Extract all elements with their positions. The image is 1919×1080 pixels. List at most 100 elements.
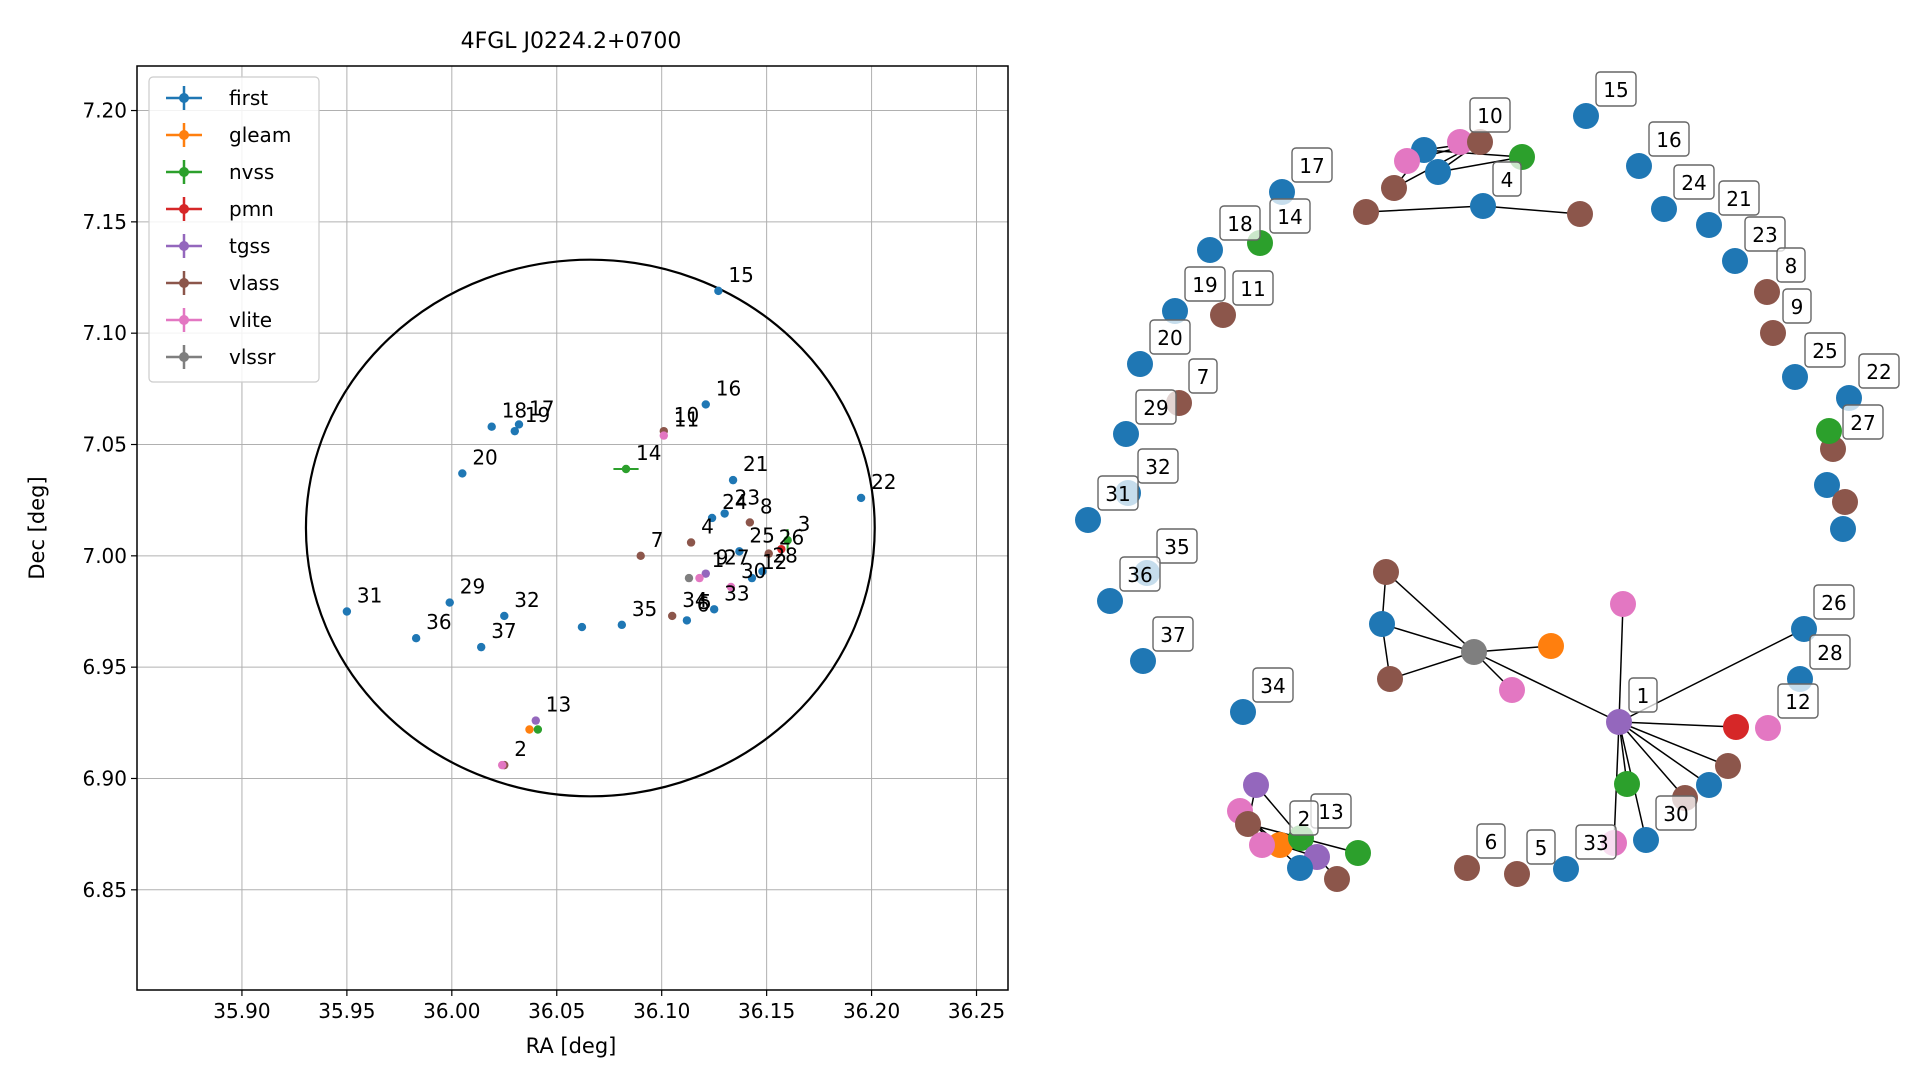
network-label-box: [1718, 180, 1760, 216]
network-node-vlass: [1760, 320, 1786, 346]
network-label-box: [1813, 584, 1855, 620]
point-label: 36: [426, 610, 451, 634]
network-node-gleam: [1538, 633, 1564, 659]
point-label: 18: [502, 399, 527, 423]
network-edge: [1618, 721, 1737, 728]
network-label-box: [1152, 616, 1194, 652]
network-label-box: [1595, 71, 1637, 107]
plot-frame: [136, 65, 1009, 991]
network-label-box: [1252, 667, 1294, 703]
network-label: 11: [1240, 277, 1265, 301]
y-tick-label: 7.00: [82, 544, 127, 568]
axis-ticks: 35.90 35.95 36.00 36.05 36.10 36.15 36.20 36.25…: [82, 99, 1005, 1023]
data-point-vlite: [497, 760, 507, 770]
network-label-box: [1782, 288, 1812, 324]
network-node-first: [1127, 351, 1153, 377]
data-point-first: [758, 567, 767, 576]
point-label: 32: [514, 588, 539, 612]
network-node-first: [1651, 196, 1677, 222]
data-point-first: [747, 573, 757, 583]
network-label: 12: [1785, 690, 1810, 714]
network-label-box: [1777, 683, 1819, 719]
data-point-first: [709, 605, 719, 614]
network-label: 7: [1197, 365, 1210, 389]
network-label-box: [1188, 358, 1218, 394]
network-label-box: [1809, 634, 1851, 670]
network-node-vlass: [1754, 279, 1780, 305]
network-label-box: [1655, 795, 1697, 831]
network-node-vlass: [1567, 201, 1593, 227]
network-node-vlite: [1249, 832, 1275, 858]
network-node-vlass: [1454, 855, 1480, 881]
network-label: 23: [1752, 223, 1777, 247]
legend-box: [148, 76, 320, 383]
y-tick-label: 6.85: [82, 878, 127, 902]
confidence-ellipse: [304, 258, 876, 798]
point-label: 4: [701, 514, 714, 538]
point-label: 12: [762, 550, 787, 574]
network-edge: [1423, 149, 1523, 158]
y-tick-label: 6.90: [82, 766, 127, 790]
network-node-first: [1573, 103, 1599, 129]
point-label: 15: [728, 263, 753, 287]
data-point-gleam: [525, 725, 534, 734]
network-label: 4: [1501, 168, 1514, 192]
data-point-first: [477, 642, 486, 652]
network-label-box: [1184, 266, 1226, 302]
network-node-vlass: [1715, 753, 1741, 779]
data-point-first: [500, 611, 509, 621]
network-label-box: [1156, 528, 1198, 564]
network-node-tgss: [1243, 772, 1269, 798]
network-node-first: [1782, 364, 1808, 390]
network-label: 8: [1785, 254, 1798, 278]
network-label-box: [1269, 198, 1311, 234]
point-label: 19: [525, 403, 550, 427]
data-point-first: [707, 513, 717, 523]
network-node-first: [1075, 507, 1101, 533]
legend-entry-pmn: pmn: [166, 197, 274, 221]
legend-entry-tgss: tgss: [166, 234, 270, 258]
legend-entry-vlass: vlass: [166, 271, 280, 295]
point-label: 8: [760, 494, 773, 518]
network-node-first: [1696, 212, 1722, 238]
network-label-box: [1492, 161, 1522, 197]
x-tick-label: 36.10: [633, 999, 690, 1023]
network-node-vlite: [1755, 715, 1781, 741]
x-tick-label: 36.25: [948, 999, 1005, 1023]
network-label-box: [1469, 97, 1511, 133]
chart-title: 4FGL J0224.2+0700: [461, 29, 682, 54]
network-label: 10: [1477, 104, 1502, 128]
network-node-first: [1830, 516, 1856, 542]
network-label: 5: [1535, 836, 1548, 860]
svg-text:pmn: pmn: [229, 197, 274, 221]
y-tick-label: 7.15: [82, 210, 127, 234]
network-label: 26: [1821, 591, 1846, 615]
y-axis-label: Dec [deg]: [25, 476, 49, 579]
network-node-tgss: [1606, 709, 1632, 735]
x-tick-label: 36.00: [423, 999, 480, 1023]
network-label: 19: [1192, 273, 1217, 297]
point-label: 14: [636, 441, 661, 465]
data-point-first: [577, 622, 587, 632]
network-label: 14: [1277, 205, 1302, 229]
data-point-vlssr: [684, 573, 694, 583]
network-label-box: [1858, 353, 1900, 389]
data-point-first: [682, 616, 692, 625]
network-label: 27: [1850, 411, 1875, 435]
network-edge: [1381, 623, 1475, 653]
network-node-first: [1553, 856, 1579, 882]
network-node-gleam: [1267, 832, 1293, 858]
network-label-box: [1149, 319, 1191, 355]
network-label: 18: [1227, 212, 1252, 236]
network-label-box: [1119, 556, 1161, 592]
scatter-panel: 4FGL J0224.2+0700 35.90 35.95 36.00 36.05 36…: [25, 29, 1009, 1058]
network-label: 21: [1726, 187, 1751, 211]
point-label: 34: [682, 588, 707, 612]
network-node-nvss: [1614, 771, 1640, 797]
point-label: 16: [716, 376, 741, 400]
network-label: 15: [1603, 78, 1628, 102]
data-point-first: [728, 475, 738, 485]
network-label: 25: [1812, 339, 1837, 363]
